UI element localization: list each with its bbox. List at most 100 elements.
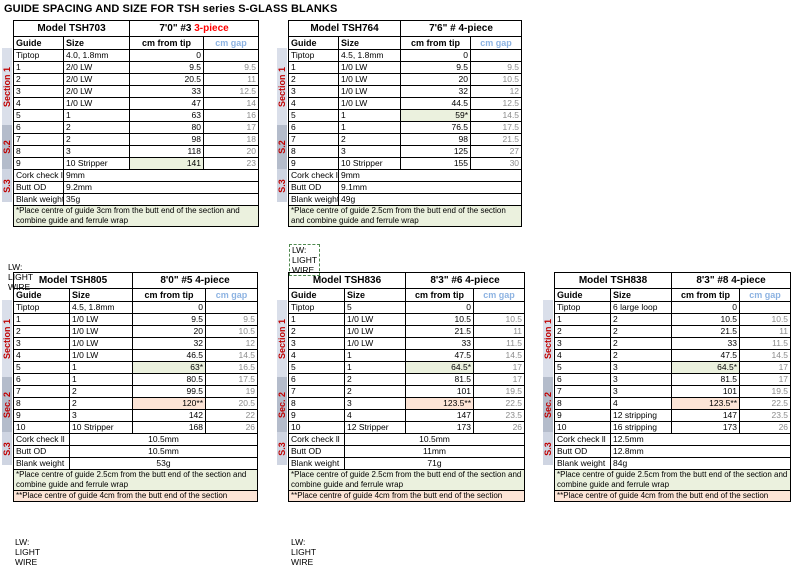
table-cell: 64.5*	[405, 361, 475, 374]
table-cell: 76.5	[400, 121, 472, 134]
table-cell: 2	[609, 313, 673, 326]
table-row: Tiptop 5 0	[288, 301, 526, 314]
table-cell: 1	[288, 313, 345, 326]
table-cell: 6 large loop	[609, 301, 673, 314]
table-cell: 2/0 LW	[62, 61, 131, 74]
spacing-table: Model TSH836 8'3" #6 4-piece Guide Size …	[287, 272, 526, 502]
table-cell: 64.5*	[671, 361, 741, 374]
table-cell: 22.5	[473, 397, 526, 410]
table-cell: 98	[129, 133, 205, 146]
table-cell: 16 stripping	[609, 421, 673, 434]
table-cell: 9.5	[205, 313, 259, 326]
model-length: 8'0" #5 4-piece	[132, 272, 259, 289]
table-cell: 22.5	[739, 397, 792, 410]
table-cell: 1	[13, 313, 70, 326]
table-cell: Tiptop	[288, 301, 345, 314]
note-text: *Place centre of guide 2.5cm from the bu…	[12, 469, 259, 491]
table-cell: 142	[132, 409, 207, 422]
table-cell: 123.5**	[405, 397, 475, 410]
table-cell: 1/0 LW	[343, 325, 407, 338]
table-cell: 1/0 LW	[68, 337, 134, 350]
table-cell: 11.5	[473, 337, 526, 350]
table-cell: 9	[288, 157, 339, 170]
section-sidebar: Section 1 Sec. 2 S.3	[2, 300, 12, 465]
table-row: 1 1/0 LW 10.5 10.5	[288, 313, 526, 326]
section-2-label: Sec. 2	[543, 377, 553, 432]
note-row: *Place centre of guide 2.5cm from the bu…	[287, 469, 526, 491]
table-cell: 14.5	[739, 349, 792, 362]
table-cell: 4.5, 1.8mm	[68, 301, 134, 314]
table-cell: 1/0 LW	[68, 313, 134, 326]
table-cell: 1	[288, 61, 339, 74]
note-row: **Place centre of guide 4cm from the but…	[12, 490, 259, 502]
table-row: 2 2 21.5 11	[554, 325, 792, 338]
table-row: 7 3 101 19.5	[554, 385, 792, 398]
note-text: **Place centre of guide 4cm from the but…	[12, 490, 259, 502]
table-row: 4 1 47.5 14.5	[288, 349, 526, 362]
table-cell: 1	[554, 313, 611, 326]
table-cell: 10	[288, 421, 345, 434]
table-row: 1 1/0 LW 9.5 9.5	[288, 61, 523, 74]
table-row: 8 4 123.5** 22.5	[554, 397, 792, 410]
table-cell: 63*	[132, 361, 207, 374]
table-cell: 1/0 LW	[337, 61, 402, 74]
blank-row: Blank weight 49g	[288, 193, 523, 206]
table-cell: 5	[554, 361, 611, 374]
table-cell	[470, 49, 523, 62]
table-cell: 14	[203, 97, 260, 110]
table-cell: 10.5mm	[68, 433, 259, 446]
table-cell: 80	[129, 121, 205, 134]
col-cm-from-tip: cm from tip	[405, 288, 475, 302]
table-cell: 19.5	[739, 385, 792, 398]
note-text: *Place centre of guide 2.5cm from the bu…	[287, 469, 526, 491]
table-cell: 3	[288, 337, 345, 350]
table-cell: 155	[400, 157, 472, 170]
table-cell: 1/0 LW	[62, 97, 131, 110]
section-label-text: S.3	[277, 178, 287, 193]
model-name: Model TSH764	[287, 20, 402, 37]
table-row: 8 3 118 20	[13, 145, 260, 158]
table-cell: 6	[13, 121, 64, 134]
table-row: 4 1/0 LW 44.5 12.5	[288, 97, 523, 110]
table-cell: 4	[609, 397, 673, 410]
table-cell: 3	[288, 85, 339, 98]
table-cell: 12.5mm	[609, 433, 792, 446]
table-cell: 12.5	[470, 97, 523, 110]
table-cell: 1/0 LW	[337, 97, 402, 110]
cork-row: Cork check ll 9mm	[13, 169, 260, 182]
table-cell: 2	[13, 325, 70, 338]
table-cell: 3	[62, 145, 131, 158]
note-text: **Place centre of guide 4cm from the but…	[287, 490, 526, 502]
section-label-text: Section 1	[277, 318, 287, 359]
table-cell: Cork check ll	[288, 169, 339, 182]
note-row: *Place centre of guide 2.5cm from the bu…	[553, 469, 792, 491]
table-cell: Cork check ll	[13, 169, 64, 182]
table-cell: 84g	[609, 457, 792, 470]
table-cell: 33	[405, 337, 475, 350]
table-row: 10 12 Stripper 173 26	[288, 421, 526, 434]
table-cell: 2	[343, 385, 407, 398]
table-cell: 3	[343, 397, 407, 410]
table-cell: 9.5	[400, 61, 472, 74]
table-cell: Blank weight	[13, 457, 70, 470]
table-cell: 9mm	[62, 169, 260, 182]
cork-row: Cork check ll 12.5mm	[554, 433, 792, 446]
model-length: 7'6" # 4-piece	[400, 20, 523, 37]
table-cell: 27	[470, 145, 523, 158]
table-cell: 10	[554, 421, 611, 434]
table-cell: 120**	[132, 397, 207, 410]
section-label-text: S.2	[2, 140, 12, 154]
table-cell: 1	[337, 121, 402, 134]
col-cm-from-tip: cm from tip	[129, 36, 205, 50]
table-cell: 17.5	[205, 373, 259, 386]
table-cell: 9mm	[337, 169, 523, 182]
section-label-text: S.3	[2, 178, 12, 193]
table-cell: 6	[554, 373, 611, 386]
table-cell: 17	[203, 121, 260, 134]
table-cell: 20	[132, 325, 207, 338]
table-cell: 2	[609, 325, 673, 338]
table-cell: 1	[68, 373, 134, 386]
table-cell: 5	[288, 361, 345, 374]
table-row: 6 1 76.5 17.5	[288, 121, 523, 134]
table-row: 10 16 stripping 173 26	[554, 421, 792, 434]
